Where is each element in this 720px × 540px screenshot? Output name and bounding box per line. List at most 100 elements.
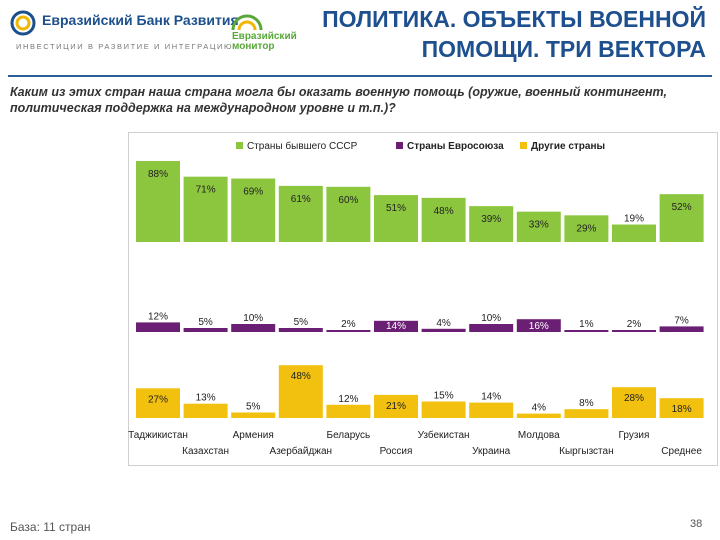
bar-2-5 — [374, 394, 418, 418]
monitor-line2: монитор — [232, 41, 275, 52]
bar-label-1-2: 10% — [243, 313, 263, 324]
bar-0-9 — [564, 215, 609, 242]
bar-1-10 — [612, 330, 656, 332]
title-line-1: ПОЛИТИКА. ОБЪЕКТЫ ВОЕННОЙ — [322, 6, 706, 32]
category-label-4: Беларусь — [327, 430, 371, 441]
bar-0-3 — [278, 185, 323, 242]
monitor-line1: Евразийский — [232, 31, 297, 42]
bar-label-1-11: 7% — [674, 315, 689, 326]
bar-1-2 — [231, 324, 276, 332]
bar-0-11 — [659, 194, 704, 242]
category-label-10: Грузия — [619, 430, 650, 441]
bar-label-0-2: 69% — [243, 187, 263, 198]
legend-label-0: Страны бывшего СССР — [247, 140, 358, 152]
bar-2-8 — [516, 413, 561, 418]
bar-label-1-6: 4% — [436, 318, 451, 329]
bar-1-3 — [278, 328, 323, 332]
bar-2-2 — [231, 412, 276, 418]
bar-label-0-3: 61% — [291, 194, 311, 205]
bar-label-2-10: 28% — [624, 393, 644, 404]
monitor-logo: Евразийский монитор — [230, 10, 310, 60]
bar-label-2-8: 4% — [532, 403, 547, 414]
bar-label-1-3: 5% — [294, 317, 309, 328]
bar-label-2-11: 18% — [672, 404, 692, 415]
bar-label-2-0: 27% — [148, 394, 168, 405]
bar-label-1-1: 5% — [198, 317, 213, 328]
bar-label-0-6: 48% — [434, 206, 454, 217]
category-label-2: Армения — [233, 430, 274, 441]
legend-label-1: Страны Евросоюза — [407, 141, 504, 152]
bar-0-4 — [326, 186, 371, 242]
bar-label-2-3: 48% — [291, 371, 311, 382]
bar-label-0-9: 29% — [576, 223, 596, 234]
bank-emblem-icon — [10, 10, 36, 36]
bar-0-8 — [516, 211, 561, 242]
bar-2-9 — [564, 409, 609, 418]
page-number: 38 — [690, 518, 703, 530]
bar-1-6 — [421, 328, 466, 332]
category-label-5: Россия — [380, 446, 413, 457]
bar-1-9 — [564, 330, 609, 332]
bar-label-0-4: 60% — [338, 195, 358, 206]
legend-swatch-2 — [520, 142, 527, 149]
bar-label-1-9: 1% — [579, 319, 594, 330]
bar-label-1-4: 2% — [341, 319, 356, 330]
category-label-11: Среднее — [661, 446, 702, 457]
bar-0-0 — [136, 161, 180, 242]
category-label-9: Кыргызстан — [559, 446, 613, 457]
sample-base: База: 11 стран — [10, 520, 91, 534]
bar-label-2-4: 12% — [338, 394, 358, 405]
chart-container: Страны бывшего СССР Страны Евросоюза Други… — [128, 132, 718, 466]
page-title: ПОЛИТИКА. ОБЪЕКТЫ ВОЕННОЙ ПОМОЩИ. ТРИ ВЕ… — [322, 4, 706, 64]
bank-tagline: ИНВЕСТИЦИИ В РАЗВИТИЕ И ИНТЕГРАЦИЮ — [16, 42, 234, 51]
bar-label-0-0: 88% — [148, 169, 168, 180]
bar-label-0-8: 33% — [529, 220, 549, 231]
bar-label-0-11: 52% — [672, 202, 692, 213]
bar-2-0 — [136, 388, 180, 418]
bar-label-2-1: 13% — [196, 393, 216, 404]
bar-label-2-6: 15% — [434, 391, 454, 402]
chart: Страны бывшего СССР Страны Евросоюза Други… — [128, 132, 718, 466]
bar-label-1-7: 10% — [481, 313, 501, 324]
bar-label-1-0: 12% — [148, 311, 168, 322]
bank-name: Евразийский Банк Развития — [42, 12, 239, 28]
bar-2-7 — [469, 402, 514, 418]
bar-1-11 — [659, 326, 704, 332]
bar-0-7 — [469, 206, 514, 242]
bar-0-6 — [421, 197, 466, 242]
legend-swatch-0 — [236, 142, 243, 149]
bar-2-4 — [326, 404, 371, 418]
bar-label-0-1: 71% — [196, 185, 216, 196]
category-label-0: Таджикистан — [128, 430, 188, 441]
category-label-3: Азербайджан — [270, 445, 333, 457]
bank-logo: Евразийский Банк Развития ИНВЕСТИЦИИ В Р… — [10, 8, 240, 58]
category-label-1: Казахстан — [182, 446, 229, 457]
category-label-6: Узбекистан — [418, 429, 470, 441]
bar-label-2-9: 8% — [579, 398, 594, 409]
bar-1-7 — [469, 324, 514, 332]
bar-label-2-7: 14% — [481, 392, 501, 403]
legend-label-2: Другие страны — [531, 141, 605, 152]
header-divider — [8, 75, 712, 77]
monitor-arc-icon — [231, 14, 263, 31]
bar-label-0-5: 51% — [386, 203, 406, 214]
bar-0-2 — [231, 178, 276, 242]
bar-0-10 — [612, 224, 656, 242]
legend-swatch-1 — [396, 142, 403, 149]
bar-2-10 — [612, 387, 656, 418]
bar-label-1-8: 16% — [529, 321, 549, 332]
bar-1-0 — [136, 322, 180, 332]
chart-frame — [128, 132, 718, 466]
bar-label-0-7: 39% — [481, 214, 501, 225]
survey-question: Каким из этих стран наша страна могла бы… — [10, 85, 667, 115]
bar-0-1 — [183, 176, 228, 242]
bar-1-4 — [326, 330, 371, 332]
category-label-8: Молдова — [518, 430, 560, 441]
bar-label-1-5: 14% — [386, 321, 406, 332]
bar-label-0-10: 19% — [624, 214, 644, 225]
title-line-2: ПОМОЩИ. ТРИ ВЕКТОРА — [421, 36, 706, 62]
bar-1-1 — [183, 328, 228, 332]
bar-1-5 — [374, 320, 418, 332]
bar-2-1 — [183, 403, 228, 418]
bar-label-1-10: 2% — [627, 319, 642, 330]
